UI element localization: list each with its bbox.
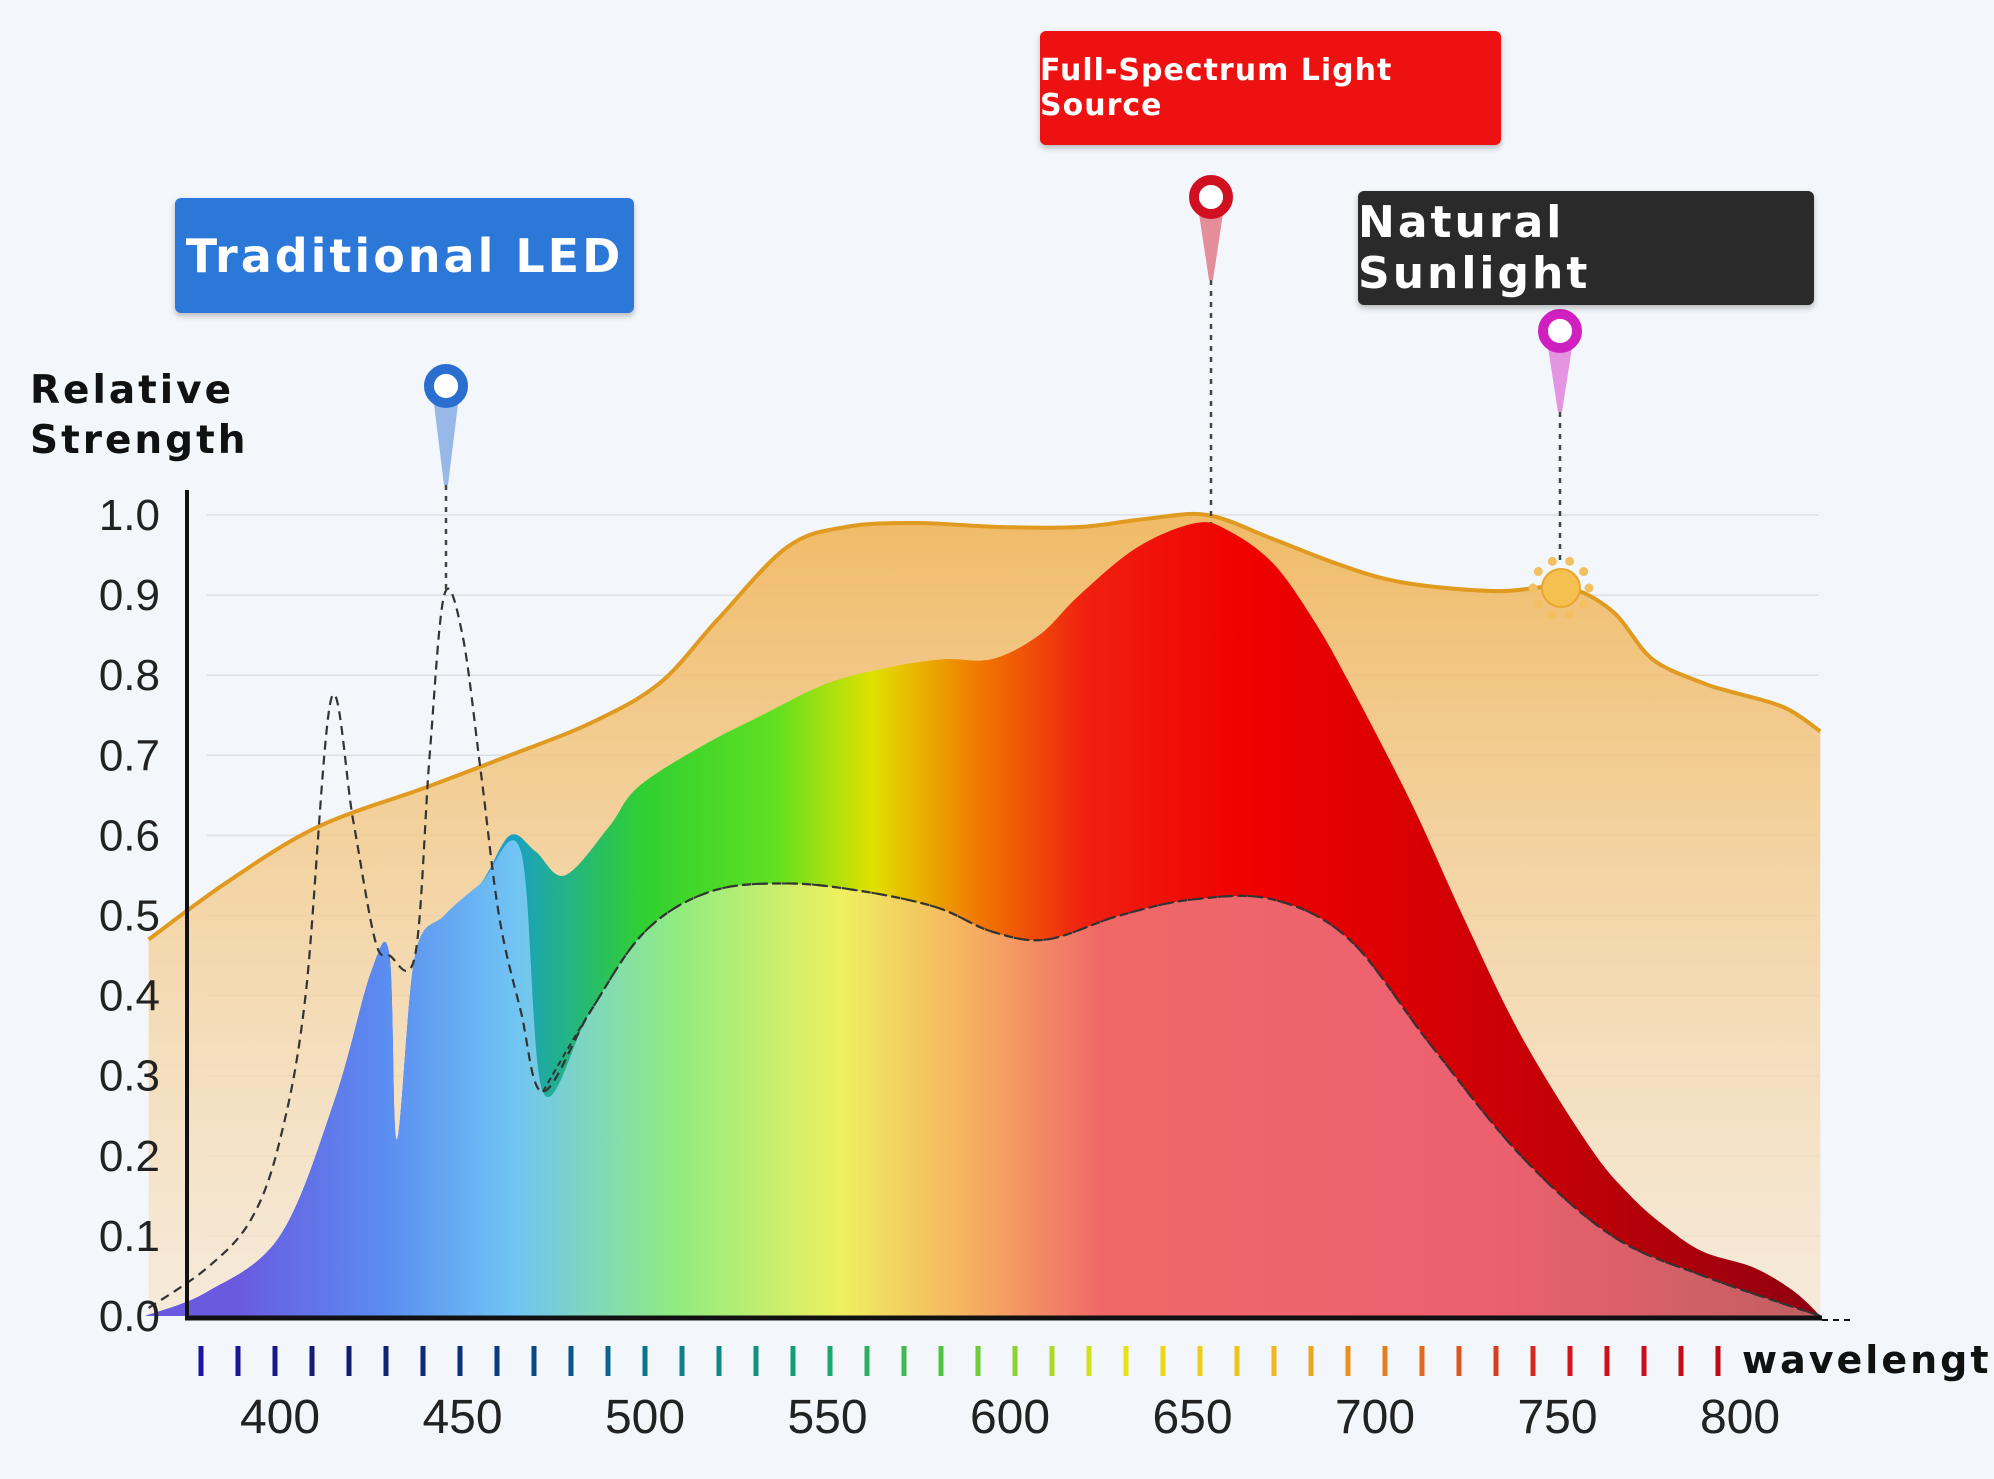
- natural-sunlight-pin-hole: [1548, 319, 1572, 343]
- traditional-led-pin-tail: [433, 396, 459, 485]
- full-spectrum-label: Full-Spectrum Light Source: [1040, 31, 1501, 145]
- base-dashed-edge: [541, 882, 1821, 1317]
- traditional-led-pin-hole: [434, 374, 458, 398]
- x-tick-labels: 400 450 500 550 600 650 700 750 800: [240, 1391, 1780, 1444]
- x-tick-label: 650: [1152, 1391, 1232, 1444]
- y-tick-label: 1.0: [99, 491, 160, 540]
- x-tick-label: 600: [970, 1391, 1050, 1444]
- x-tick-label: 400: [240, 1391, 320, 1444]
- traditional-led-label: Traditional LED: [175, 198, 634, 313]
- sun-ray: [1533, 567, 1543, 577]
- sun-ray: [1533, 599, 1543, 609]
- natural-sunlight-label: Natural Sunlight: [1358, 191, 1814, 305]
- sun-ray: [1584, 583, 1594, 593]
- sun-ray: [1547, 610, 1557, 620]
- y-tick-label: 0.5: [99, 892, 160, 941]
- natural-sunlight-line: [147, 511, 1822, 942]
- x-tick-label: 450: [422, 1391, 502, 1444]
- full-spectrum-pin-hole: [1199, 185, 1223, 209]
- x-axis-title: wavelength: [1742, 1338, 1994, 1382]
- y-tick-label: 0.7: [99, 731, 160, 780]
- y-tick-label: 0.1: [99, 1212, 160, 1261]
- sun-ray: [1579, 567, 1589, 577]
- annotation-pins: [424, 175, 1594, 620]
- full-spectrum-base-area: [144, 840, 1821, 1316]
- sun-ray: [1528, 583, 1538, 593]
- y-tick-label: 0.6: [99, 811, 160, 860]
- natural-sunlight-pin-icon: [1538, 309, 1582, 353]
- y-tick-label: 0.2: [99, 1132, 160, 1181]
- y-tick-label: 0.3: [99, 1052, 160, 1101]
- y-tick-label: 0.4: [99, 972, 160, 1021]
- x-tick-label: 700: [1335, 1391, 1415, 1444]
- sun-ray: [1565, 610, 1575, 620]
- traditional-led-line: [147, 587, 1821, 1318]
- full-spectrum-pin-icon: [1189, 175, 1233, 219]
- sun-ray: [1565, 556, 1575, 566]
- series-areas: [144, 511, 1822, 1318]
- x-tick-label: 750: [1517, 1391, 1597, 1444]
- sun-ray: [1579, 599, 1589, 609]
- y-tick-label: 0.8: [99, 651, 160, 700]
- y-tick-label: 0.9: [99, 571, 160, 620]
- x-tick-label: 800: [1700, 1391, 1780, 1444]
- sun-icon: [1528, 556, 1594, 620]
- y-tick-label: 0.0: [99, 1292, 160, 1341]
- traditional-led-pin-icon: [424, 364, 468, 408]
- x-tick-label: 500: [605, 1391, 685, 1444]
- natural-sunlight-pin-tail: [1547, 341, 1573, 412]
- y-tick-labels: 0.0 0.1 0.2 0.3 0.4 0.5 0.6 0.7 0.8 0.9 1.0: [99, 491, 160, 1341]
- sun-disc: [1541, 568, 1581, 608]
- full-spectrum-pin-tail: [1198, 207, 1224, 280]
- x-tick-label: 550: [787, 1391, 867, 1444]
- y-axis-title: Relative Strength: [30, 368, 249, 463]
- wavelength-color-ticks: [198, 1346, 1721, 1376]
- axes: [185, 490, 1852, 1321]
- sun-ray: [1547, 556, 1557, 566]
